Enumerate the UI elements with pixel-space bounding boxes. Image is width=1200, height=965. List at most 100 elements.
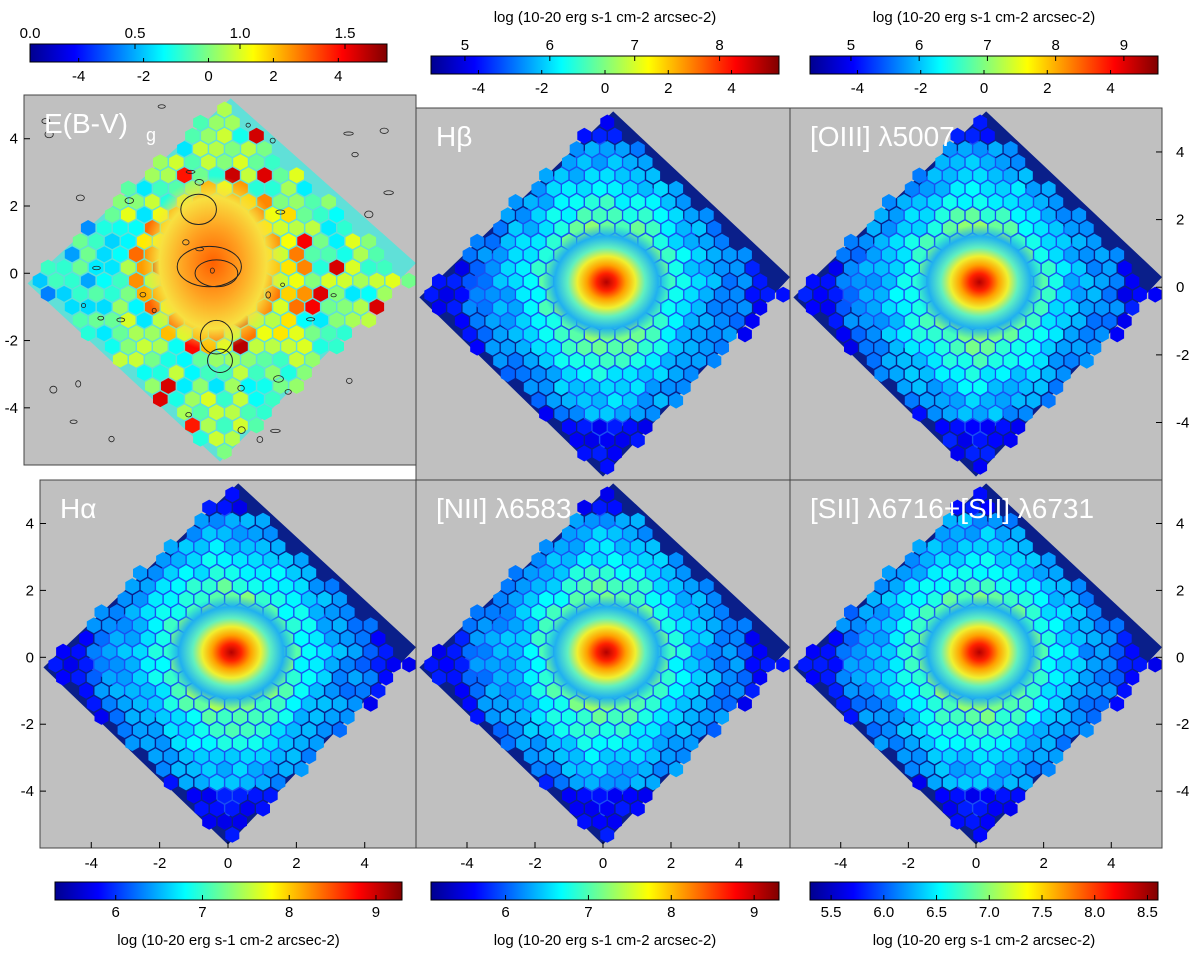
bin — [345, 233, 360, 250]
bin — [851, 617, 866, 634]
bin — [281, 206, 296, 223]
contour — [157, 104, 166, 109]
bin — [882, 643, 896, 660]
bin — [1041, 392, 1056, 409]
bin — [1057, 233, 1071, 250]
bin — [94, 682, 109, 699]
bin — [615, 565, 630, 581]
bin — [1095, 246, 1109, 263]
bin — [516, 260, 531, 277]
bin — [201, 364, 216, 381]
bin — [866, 299, 881, 316]
bin — [233, 417, 248, 434]
bin — [1079, 669, 1094, 686]
bin — [577, 445, 592, 462]
bin — [305, 272, 320, 289]
bin — [329, 338, 344, 355]
contour — [379, 127, 389, 134]
bin — [965, 709, 980, 725]
bin — [577, 180, 592, 197]
y-tick-label: 2 — [1176, 582, 1184, 599]
bin — [279, 552, 294, 568]
bin — [171, 709, 186, 725]
bin — [321, 299, 336, 315]
bin — [96, 246, 112, 263]
contour — [41, 118, 51, 125]
bin — [973, 458, 988, 475]
bin — [56, 285, 72, 302]
panel-title: [NII] λ6583 — [436, 493, 571, 524]
bin — [1117, 656, 1132, 673]
bin — [600, 114, 615, 131]
bin — [225, 800, 240, 817]
bin — [363, 643, 378, 660]
bin — [129, 299, 144, 315]
bin — [1087, 682, 1102, 699]
bin — [882, 352, 896, 369]
bin — [493, 352, 508, 369]
bin — [120, 338, 136, 355]
bin — [321, 272, 336, 289]
colorbar-tick-label: 6 — [915, 37, 923, 54]
bin — [289, 193, 304, 210]
bin — [153, 391, 168, 408]
bin — [669, 656, 684, 673]
bin — [592, 525, 607, 542]
bin — [539, 538, 553, 555]
bin — [844, 233, 858, 250]
bin — [325, 682, 340, 699]
colorbar-axis-label: 4 — [1106, 80, 1114, 97]
bin — [585, 774, 599, 791]
bin — [1019, 538, 1033, 555]
bin — [973, 352, 988, 369]
bin — [569, 800, 584, 817]
bin — [859, 260, 873, 277]
bin — [129, 325, 144, 342]
bin — [904, 630, 919, 647]
bin — [493, 273, 508, 290]
bin — [646, 405, 661, 422]
bin — [554, 696, 569, 712]
bin — [256, 512, 270, 529]
bin — [379, 643, 394, 660]
bin — [516, 286, 531, 303]
bin — [102, 617, 117, 634]
map-area — [793, 111, 1162, 477]
bin — [859, 630, 873, 647]
bin — [904, 207, 919, 224]
colorbar-axis-label: -4 — [72, 68, 85, 85]
bin — [1064, 591, 1079, 608]
bin — [273, 167, 288, 184]
bin — [569, 748, 584, 765]
bin — [738, 246, 752, 263]
bin — [546, 207, 561, 224]
bin — [592, 180, 607, 197]
bin — [249, 417, 264, 434]
bin — [286, 748, 301, 765]
colorbar-title: log (10-20 erg s-1 cm-2 arcsec-2) — [494, 9, 717, 26]
bin — [562, 761, 576, 778]
bin — [333, 696, 347, 712]
bin — [661, 748, 676, 765]
bin — [585, 432, 599, 449]
bin — [935, 735, 950, 752]
bin — [289, 220, 304, 236]
bin — [477, 669, 492, 686]
bin — [209, 114, 224, 131]
bin — [1102, 286, 1117, 303]
bin — [64, 246, 80, 263]
x-tick-label: 0 — [599, 855, 607, 872]
bin — [889, 578, 904, 594]
bin — [942, 352, 957, 369]
bin — [1011, 154, 1026, 171]
bin — [233, 499, 247, 516]
bin — [281, 180, 296, 197]
bin — [485, 656, 500, 673]
bin — [638, 525, 653, 542]
bin — [554, 748, 569, 765]
bin — [1057, 366, 1071, 383]
bin — [333, 591, 347, 608]
bin — [289, 299, 304, 315]
bin — [345, 285, 360, 302]
bin — [133, 722, 147, 738]
